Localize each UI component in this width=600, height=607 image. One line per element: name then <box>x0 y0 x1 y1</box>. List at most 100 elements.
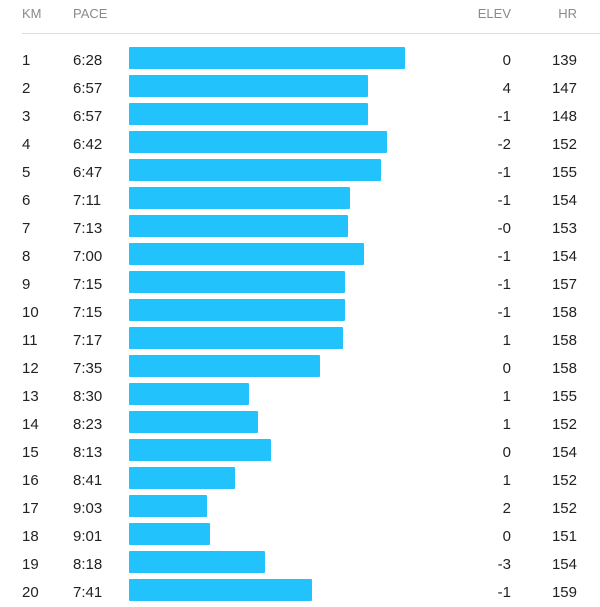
split-hr: 155 <box>551 164 577 181</box>
split-km: 1 <box>22 52 31 69</box>
split-km: 5 <box>22 164 31 181</box>
split-km: 19 <box>22 556 39 573</box>
split-elev: 1 <box>502 332 511 349</box>
split-row: 3 6:57 -1 148 <box>0 103 600 131</box>
split-pace: 6:42 <box>73 136 103 153</box>
split-row: 14 8:23 1 152 <box>0 411 600 439</box>
split-elev: 1 <box>502 472 511 489</box>
split-pace: 8:18 <box>73 556 103 573</box>
pace-bar <box>129 523 210 545</box>
split-hr: 152 <box>551 472 577 489</box>
split-hr: 152 <box>551 136 577 153</box>
split-elev: -2 <box>497 136 511 153</box>
split-hr: 158 <box>551 304 577 321</box>
pace-bar <box>129 411 259 433</box>
split-km: 10 <box>22 304 39 321</box>
split-elev: 1 <box>502 388 511 405</box>
split-row: 12 7:35 0 158 <box>0 355 600 383</box>
split-elev: 0 <box>502 444 511 461</box>
split-pace: 7:41 <box>73 584 103 601</box>
split-km: 9 <box>22 276 31 293</box>
split-elev: 1 <box>502 416 511 433</box>
split-km: 18 <box>22 528 39 545</box>
split-row: 5 6:47 -1 155 <box>0 159 600 187</box>
split-elev: -1 <box>497 192 511 209</box>
split-pace: 9:01 <box>73 528 103 545</box>
split-pace: 7:17 <box>73 332 103 349</box>
split-pace: 7:15 <box>73 276 103 293</box>
pace-bar <box>129 467 236 489</box>
split-hr: 152 <box>551 500 577 517</box>
split-elev: -1 <box>497 108 511 125</box>
header-pace: PACE <box>73 6 108 21</box>
header-hr: HR <box>558 6 577 21</box>
split-km: 15 <box>22 444 39 461</box>
pace-bar <box>129 439 272 461</box>
split-row: 1 6:28 0 139 <box>0 47 600 75</box>
pace-bar <box>129 103 369 125</box>
split-elev: -3 <box>497 556 511 573</box>
split-km: 8 <box>22 248 31 265</box>
pace-bar <box>129 75 369 97</box>
split-km: 16 <box>22 472 39 489</box>
split-pace: 6:47 <box>73 164 103 181</box>
split-km: 12 <box>22 360 39 377</box>
split-elev: 0 <box>502 52 511 69</box>
pace-bar <box>129 187 351 209</box>
split-elev: -1 <box>497 584 511 601</box>
split-hr: 152 <box>551 416 577 433</box>
pace-bar <box>129 131 388 153</box>
split-hr: 154 <box>551 192 577 209</box>
split-row: 15 8:13 0 154 <box>0 439 600 467</box>
split-hr: 147 <box>551 80 577 97</box>
split-elev: -1 <box>497 304 511 321</box>
split-row: 8 7:00 -1 154 <box>0 243 600 271</box>
pace-bar <box>129 215 348 237</box>
split-pace: 6:28 <box>73 52 103 69</box>
split-hr: 139 <box>551 52 577 69</box>
pace-bar <box>129 271 346 293</box>
pace-bar <box>129 327 343 349</box>
split-hr: 154 <box>551 444 577 461</box>
split-row: 20 7:41 -1 159 <box>0 579 600 607</box>
split-pace: 7:00 <box>73 248 103 265</box>
split-km: 13 <box>22 388 39 405</box>
split-pace: 6:57 <box>73 108 103 125</box>
split-elev: 2 <box>502 500 511 517</box>
split-km: 2 <box>22 80 31 97</box>
split-km: 3 <box>22 108 31 125</box>
split-pace: 7:15 <box>73 304 103 321</box>
split-elev: -1 <box>497 248 511 265</box>
split-row: 18 9:01 0 151 <box>0 523 600 551</box>
split-pace: 9:03 <box>73 500 103 517</box>
header-elev: ELEV <box>477 6 511 21</box>
split-row: 6 7:11 -1 154 <box>0 187 600 215</box>
split-elev: -1 <box>497 276 511 293</box>
split-hr: 151 <box>551 528 577 545</box>
split-hr: 158 <box>551 360 577 377</box>
split-row: 13 8:30 1 155 <box>0 383 600 411</box>
split-km: 17 <box>22 500 39 517</box>
split-pace: 8:30 <box>73 388 103 405</box>
split-row: 2 6:57 4 147 <box>0 75 600 103</box>
split-row: 4 6:42 -2 152 <box>0 131 600 159</box>
pace-bar <box>129 579 312 601</box>
split-row: 10 7:15 -1 158 <box>0 299 600 327</box>
split-pace: 7:13 <box>73 220 103 237</box>
pace-bar <box>129 243 365 265</box>
split-elev: -1 <box>497 164 511 181</box>
header-km: KM <box>22 6 42 21</box>
pace-bar <box>129 551 265 573</box>
split-hr: 159 <box>551 584 577 601</box>
split-km: 14 <box>22 416 39 433</box>
split-km: 20 <box>22 584 39 601</box>
split-row: 11 7:17 1 158 <box>0 327 600 355</box>
split-hr: 153 <box>551 220 577 237</box>
split-km: 6 <box>22 192 31 209</box>
header-divider <box>22 33 600 34</box>
split-hr: 154 <box>551 556 577 573</box>
split-elev: 0 <box>502 360 511 377</box>
split-hr: 158 <box>551 332 577 349</box>
split-row: 7 7:13 -0 153 <box>0 215 600 243</box>
pace-bar <box>129 299 346 321</box>
